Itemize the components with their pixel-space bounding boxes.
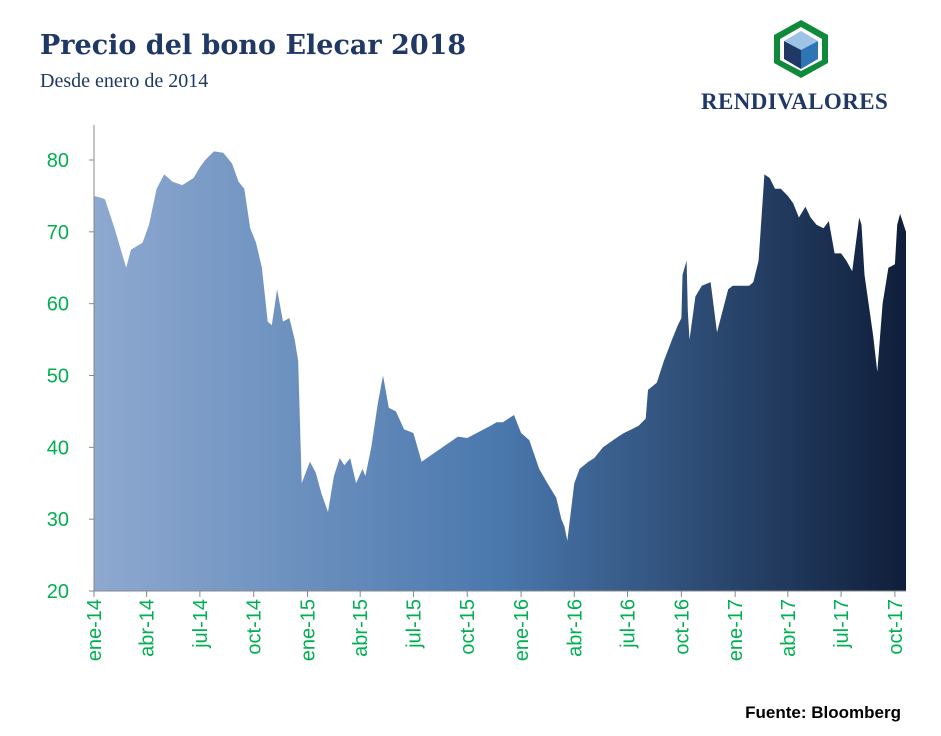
y-tick-label: 60 xyxy=(47,294,69,316)
chart-subtitle: Desde enero de 2014 xyxy=(40,70,209,92)
x-tick-label: jul-14 xyxy=(190,599,212,649)
x-tick-label: oct-14 xyxy=(244,599,266,655)
y-tick-label: 70 xyxy=(47,222,69,244)
y-tick-label: 80 xyxy=(47,150,69,172)
x-tick-label: ene-15 xyxy=(298,599,320,661)
y-tick-label: 40 xyxy=(47,437,69,459)
logo-cube-right xyxy=(801,41,818,69)
x-tick-label: oct-15 xyxy=(457,599,479,655)
x-tick-label: jul-16 xyxy=(618,599,640,649)
x-tick-label: jul-17 xyxy=(831,599,853,649)
x-tick-label: abr-15 xyxy=(350,599,372,657)
x-tick-label: ene-16 xyxy=(511,599,533,661)
x-tick-label: jul-15 xyxy=(403,599,425,649)
y-tick-label: 50 xyxy=(47,366,69,388)
brand-name: RENDIVALORES xyxy=(701,89,889,114)
y-tick-label: 20 xyxy=(47,581,69,603)
x-tick-label: abr-16 xyxy=(564,599,586,657)
x-tick-label: oct-17 xyxy=(885,599,907,655)
x-tick-label: oct-16 xyxy=(671,599,693,655)
price-area-series xyxy=(94,151,906,591)
x-tick-label: abr-17 xyxy=(778,599,800,657)
logo-cube-left xyxy=(784,41,801,69)
logo-cube-top xyxy=(784,31,818,50)
x-tick-label: ene-14 xyxy=(84,599,106,661)
source-note: Fuente: Bloomberg xyxy=(745,703,901,722)
x-tick-label: ene-17 xyxy=(725,599,747,661)
y-tick-label: 30 xyxy=(47,509,69,531)
brand-logo: RENDIVALORES xyxy=(690,18,930,118)
cube-logo-icon xyxy=(774,20,828,78)
chart-title: Precio del bono Elecar 2018 xyxy=(40,30,467,61)
x-tick-label: abr-14 xyxy=(137,599,159,657)
